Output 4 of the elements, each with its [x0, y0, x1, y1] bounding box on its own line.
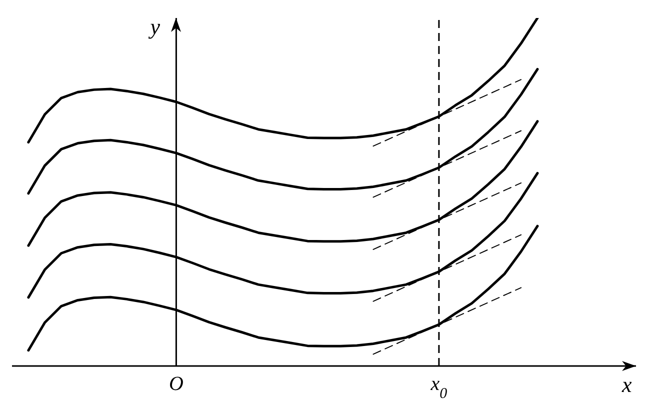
x-axis-title: x: [622, 372, 632, 398]
x-tick-label: x$_{0}$: [430, 373, 448, 402]
y-axis-title: y: [150, 14, 160, 40]
x-tick-label: O: [168, 373, 184, 395]
